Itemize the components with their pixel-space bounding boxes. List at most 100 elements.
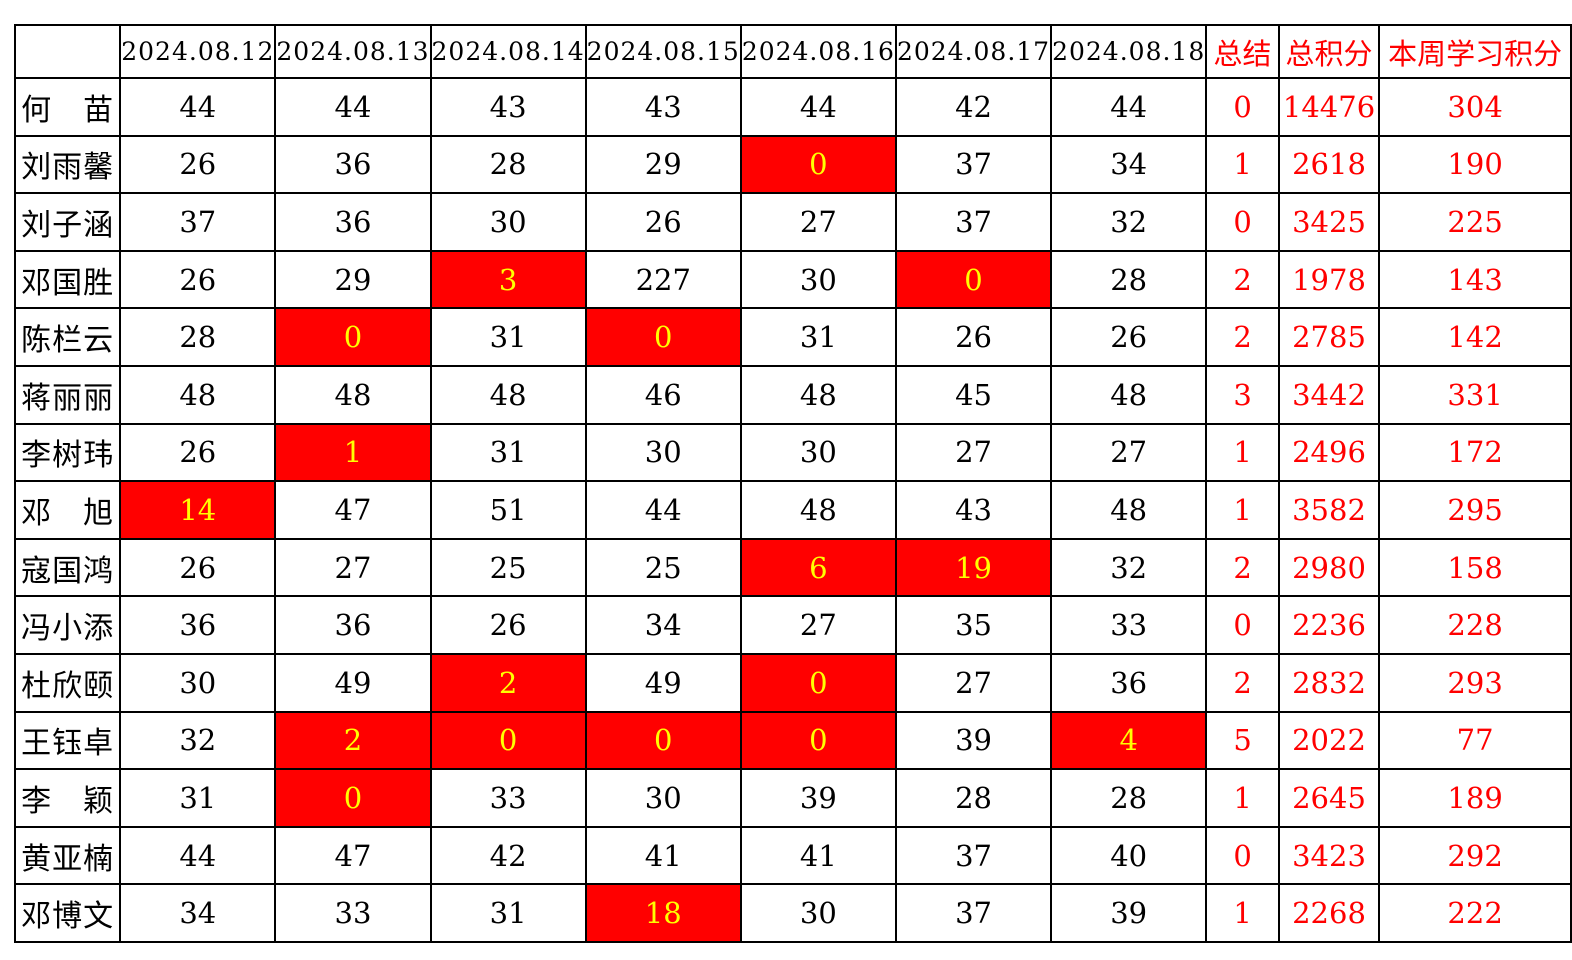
- daily-score-cell-highlighted: 19: [894, 537, 1053, 598]
- week-points-cell: 172: [1378, 422, 1572, 483]
- total-points-cell: 3442: [1277, 364, 1381, 425]
- daily-score-cell: 41: [739, 825, 897, 886]
- date-column-header: 2024.08.17: [894, 24, 1053, 79]
- daily-score-cell: 26: [429, 595, 587, 655]
- date-column-header: 2024.08.15: [584, 24, 742, 79]
- daily-score-cell: 39: [739, 768, 897, 828]
- week-points-cell: 293: [1378, 652, 1572, 713]
- daily-score-cell: 31: [739, 307, 897, 367]
- daily-score-cell: 25: [429, 537, 587, 598]
- table-row: 刘子涵 37 36 30 26 27 37 32 0 3425 225: [13, 192, 1572, 252]
- student-name-cell: 邓博文: [13, 883, 122, 943]
- daily-score-cell: 41: [584, 825, 742, 886]
- daily-score-cell-highlighted: 3: [429, 249, 587, 310]
- daily-score-cell: 36: [1050, 652, 1208, 713]
- student-name-cell: 何 苗: [13, 77, 122, 137]
- daily-score-cell: 32: [119, 710, 277, 771]
- date-column-header: 2024.08.12: [119, 24, 277, 79]
- daily-score-cell: 25: [584, 537, 742, 598]
- daily-score-cell-highlighted: 0: [429, 710, 587, 771]
- total-points-cell: 2980: [1277, 537, 1381, 598]
- daily-score-cell: 44: [584, 480, 742, 540]
- daily-score-cell: 29: [274, 249, 432, 310]
- corner-empty-cell: [13, 24, 122, 79]
- week-points-cell: 158: [1378, 537, 1572, 598]
- daily-score-cell: 34: [119, 883, 277, 943]
- daily-score-cell: 44: [119, 825, 277, 886]
- daily-score-cell: 32: [1050, 192, 1208, 252]
- daily-score-cell: 36: [274, 134, 432, 195]
- daily-score-cell-highlighted: 0: [584, 710, 742, 771]
- daily-score-cell: 26: [119, 537, 277, 598]
- daily-score-cell: 48: [429, 364, 587, 425]
- daily-score-cell: 30: [739, 249, 897, 310]
- daily-score-cell: 36: [274, 192, 432, 252]
- daily-score-cell: 34: [1050, 134, 1208, 195]
- table-row: 黄亚楠 44 47 42 41 41 37 40 0 3423 292: [13, 825, 1572, 886]
- total-points-cell: 2618: [1277, 134, 1381, 195]
- table-row: 杜欣颐 30 49 2 49 0 27 36 2 2832 293: [13, 652, 1572, 713]
- daily-score-cell-highlighted: 1: [274, 422, 432, 483]
- summary-count-cell: 1: [1205, 422, 1280, 483]
- daily-score-cell: 43: [894, 480, 1053, 540]
- week-points-cell: 331: [1378, 364, 1572, 425]
- daily-score-cell: 31: [429, 307, 587, 367]
- total-points-cell: 2645: [1277, 768, 1381, 828]
- daily-score-cell: 48: [739, 364, 897, 425]
- date-column-header: 2024.08.16: [739, 24, 897, 79]
- daily-score-cell: 47: [274, 825, 432, 886]
- total-points-cell: 2236: [1277, 595, 1381, 655]
- daily-score-cell: 30: [429, 192, 587, 252]
- daily-score-cell: 30: [584, 768, 742, 828]
- daily-score-cell: 28: [119, 307, 277, 367]
- daily-score-cell-highlighted: 0: [739, 710, 897, 771]
- daily-score-cell: 36: [274, 595, 432, 655]
- daily-score-cell: 33: [1050, 595, 1208, 655]
- daily-score-cell: 44: [1050, 77, 1208, 137]
- daily-score-cell: 35: [894, 595, 1053, 655]
- student-name-cell: 刘雨馨: [13, 134, 122, 195]
- daily-score-cell-highlighted: 4: [1050, 710, 1208, 771]
- daily-score-cell: 48: [274, 364, 432, 425]
- week-points-cell: 222: [1378, 883, 1572, 943]
- summary-count-cell: 0: [1205, 77, 1280, 137]
- daily-score-cell-highlighted: 6: [739, 537, 897, 598]
- student-name-cell: 王钰卓: [13, 710, 122, 771]
- daily-score-cell: 47: [274, 480, 432, 540]
- student-name-cell: 邓 旭: [13, 480, 122, 540]
- summary-count-cell: 3: [1205, 364, 1280, 425]
- daily-score-cell: 30: [739, 883, 897, 943]
- summary-count-cell: 1: [1205, 883, 1280, 943]
- total-points-cell: 3582: [1277, 480, 1381, 540]
- daily-score-cell: 33: [429, 768, 587, 828]
- student-name-cell: 李 颖: [13, 768, 122, 828]
- daily-score-cell: 227: [584, 249, 742, 310]
- daily-score-cell: 45: [894, 364, 1053, 425]
- daily-score-cell-highlighted: 2: [274, 710, 432, 771]
- total-points-cell: 3423: [1277, 825, 1381, 886]
- daily-score-cell: 27: [274, 537, 432, 598]
- daily-score-cell: 43: [429, 77, 587, 137]
- date-column-header: 2024.08.13: [274, 24, 432, 79]
- student-name-cell: 寇国鸿: [13, 537, 122, 598]
- score-table-body: 何 苗 44 44 43 43 44 42 44 0 14476 304 刘雨馨 26 36 28 29 0 37…: [13, 77, 1572, 943]
- table-row: 王钰卓 32 2 0 0 0 39 4 5 2022 77: [13, 710, 1572, 771]
- daily-score-cell: 28: [1050, 249, 1208, 310]
- daily-score-cell: 37: [894, 825, 1053, 886]
- student-name-cell: 邓国胜: [13, 249, 122, 310]
- daily-score-cell: 31: [429, 883, 587, 943]
- table-row: 蒋丽丽 48 48 48 46 48 45 48 3 3442 331: [13, 364, 1572, 425]
- daily-score-cell: 51: [429, 480, 587, 540]
- daily-score-cell-highlighted: 0: [274, 768, 432, 828]
- summary-count-cell: 2: [1205, 249, 1280, 310]
- daily-score-cell: 44: [119, 77, 277, 137]
- daily-score-cell: 37: [119, 192, 277, 252]
- summary-count-cell: 0: [1205, 595, 1280, 655]
- daily-score-cell: 27: [894, 422, 1053, 483]
- daily-score-cell: 37: [894, 134, 1053, 195]
- daily-score-cell: 37: [894, 192, 1053, 252]
- daily-score-cell: 28: [429, 134, 587, 195]
- daily-score-cell-highlighted: 18: [584, 883, 742, 943]
- daily-score-cell: 26: [894, 307, 1053, 367]
- student-name-cell: 刘子涵: [13, 192, 122, 252]
